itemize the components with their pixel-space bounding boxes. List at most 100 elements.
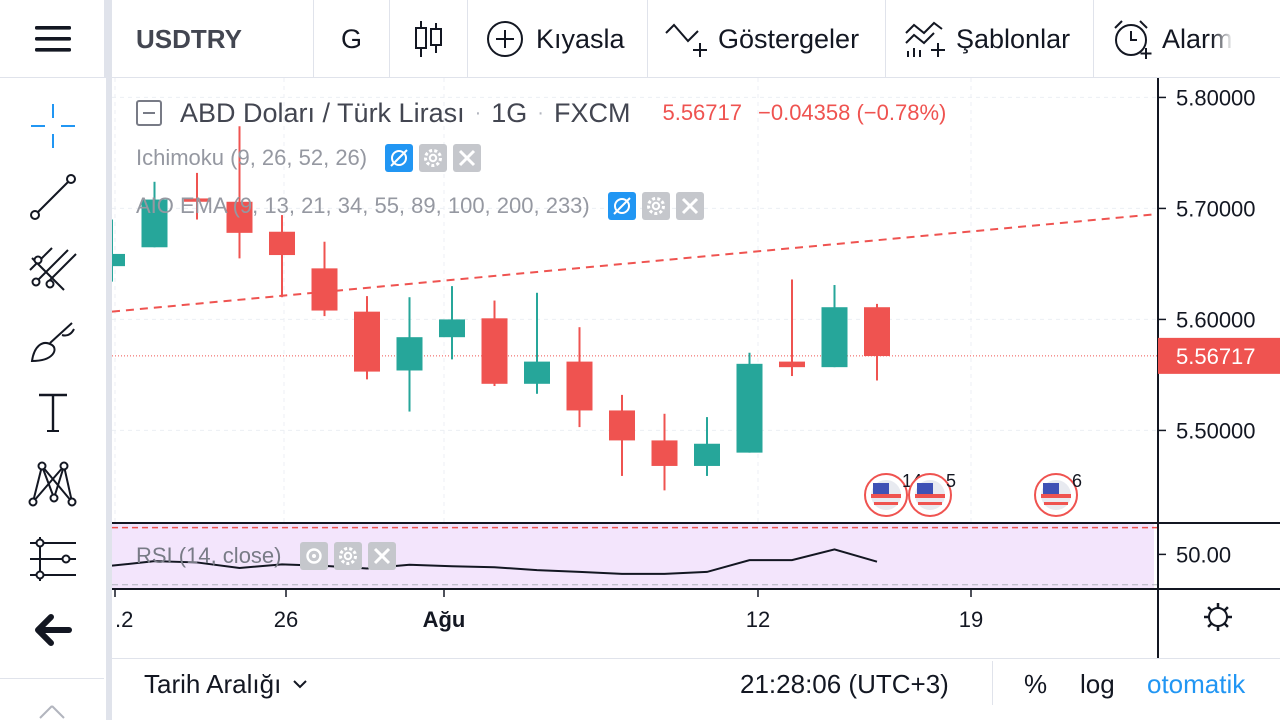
top-toolbar: USDTRY G Kıyasla Göstergeler xyxy=(0,0,1280,78)
candle-body xyxy=(396,337,423,371)
gear-ring xyxy=(1208,607,1228,627)
measure-tool[interactable] xyxy=(22,530,84,586)
log-scale-toggle[interactable]: log xyxy=(1080,659,1115,709)
alarm-clock-icon xyxy=(1114,20,1152,59)
chart-settings-icon[interactable] xyxy=(1204,603,1232,631)
rsi-remove-button[interactable] xyxy=(367,542,396,570)
clock-label: 21:28:06 (UTC+3) xyxy=(740,668,949,699)
gear-icon xyxy=(424,149,443,167)
legend-change: −0.04358 (−0.78%) xyxy=(758,100,947,125)
event-count: 5 xyxy=(946,471,956,491)
ichimoku-visibility-button[interactable] xyxy=(385,144,414,172)
clock-timezone[interactable]: 21:28:06 (UTC+3) xyxy=(740,659,949,709)
chart-type-button[interactable] xyxy=(390,0,468,78)
gear-tooth xyxy=(1207,606,1213,612)
rsi-legend: RSI (14, close) xyxy=(136,540,396,572)
aio-ema-remove-button[interactable] xyxy=(675,192,704,220)
text-tool[interactable] xyxy=(22,384,84,440)
indicators-icon xyxy=(665,23,707,57)
rsi-band xyxy=(112,524,1154,588)
ichimoku-settings-button[interactable] xyxy=(419,144,448,172)
candle-body xyxy=(736,363,763,453)
legend-symbol-title: ABD Doları / Türk Lirası xyxy=(180,97,465,128)
legend-exchange: FXCM xyxy=(553,97,631,128)
symbol-label: USDTRY xyxy=(136,23,242,54)
price-tick-label: 5.70000 xyxy=(1176,196,1256,221)
back-button[interactable] xyxy=(22,602,84,658)
alarm-button[interactable]: Alarm xyxy=(1094,0,1280,78)
flag-stripe xyxy=(871,494,901,498)
flag-stripe xyxy=(1041,494,1071,498)
trend-line-tool[interactable] xyxy=(22,169,84,225)
legend-interval: 1G xyxy=(491,97,528,128)
candle-body xyxy=(112,253,125,267)
candle-body xyxy=(481,318,508,384)
interval-label: G xyxy=(340,23,362,54)
rsi-line xyxy=(112,548,878,575)
ichimoku-label: Ichimoku (9, 26, 52, 26) xyxy=(136,145,368,170)
candle-body xyxy=(269,231,295,256)
eye-off-icon xyxy=(613,197,631,215)
candlestick-icon xyxy=(414,21,442,57)
indicators-label: Göstergeler xyxy=(718,23,860,54)
gear-tooth xyxy=(1223,622,1229,628)
last-price-badge xyxy=(1158,337,1280,374)
candle-body xyxy=(864,307,890,357)
legend-price: 5.56717 xyxy=(662,100,742,125)
brush-tool[interactable] xyxy=(22,314,84,370)
trend-line xyxy=(112,212,1159,313)
date-range-button[interactable]: Tarih Aralığı xyxy=(144,659,309,709)
trend-line-icon xyxy=(30,174,76,220)
candle-body xyxy=(226,201,253,233)
chevron-down-icon xyxy=(293,680,308,689)
toolbar-expand[interactable] xyxy=(0,678,104,720)
drawing-toolbar xyxy=(0,78,106,720)
close-icon xyxy=(373,547,390,565)
pattern-tool[interactable] xyxy=(22,455,84,511)
pitchfork-tool[interactable] xyxy=(22,241,84,297)
templates-icon xyxy=(905,21,945,57)
templates-button[interactable]: Şablonlar xyxy=(886,0,1094,78)
ichimoku-legend: Ichimoku (9, 26, 52, 26) xyxy=(136,142,482,174)
menu-button[interactable] xyxy=(0,0,106,78)
compare-button[interactable]: Kıyasla xyxy=(468,0,648,78)
eye-icon xyxy=(305,548,322,564)
flag-canton xyxy=(1043,483,1059,494)
rsi-settings-button[interactable] xyxy=(333,542,362,570)
auto-scale-toggle[interactable]: otomatik xyxy=(1147,659,1245,709)
aio-ema-settings-button[interactable] xyxy=(641,192,670,220)
indicators-button[interactable]: Göstergeler xyxy=(648,0,886,78)
time-tick-label: Ağu xyxy=(423,607,466,632)
ichimoku-remove-button[interactable] xyxy=(453,144,482,172)
aio-ema-legend: AIO EMA (9, 13, 21, 34, 55, 89, 100, 200… xyxy=(136,190,704,222)
candle-body xyxy=(141,199,168,248)
pattern-icon xyxy=(28,461,77,507)
time-tick-label: 19 xyxy=(959,607,983,632)
plus-circle-icon xyxy=(487,21,523,57)
rsi-visibility-button[interactable] xyxy=(299,542,328,570)
candle-body xyxy=(439,319,465,338)
auto-label: otomatik xyxy=(1147,668,1246,699)
collapse-legend-button[interactable] xyxy=(136,100,162,126)
event-badge xyxy=(864,473,908,517)
chart-canvas[interactable]: 14 5 65.800005.700005.600005.500005.567175… xyxy=(112,78,1280,658)
candle-body xyxy=(609,410,635,441)
close-icon xyxy=(681,197,698,215)
pitchfork-icon xyxy=(29,247,77,291)
event-badge xyxy=(908,473,952,517)
time-tick-label: 26 xyxy=(274,607,298,632)
symbol-selector[interactable]: USDTRY xyxy=(112,0,314,78)
interval-selector[interactable]: G xyxy=(314,0,390,78)
price-tick-label: 5.60000 xyxy=(1176,307,1256,332)
chart-area[interactable]: 14 5 6 5.80000 5.70000 5.60000 5.50000 5.56717 5… xyxy=(112,78,1280,658)
measure-icon xyxy=(30,537,76,581)
brush-icon xyxy=(30,322,75,363)
gear-icon xyxy=(646,197,665,215)
compare-label: Kıyasla xyxy=(536,23,625,54)
alarm-label: Alarm xyxy=(1162,23,1233,54)
last-price-label: 5.56717 xyxy=(1176,344,1256,369)
percent-scale-toggle[interactable]: % xyxy=(1024,659,1047,709)
candle-body xyxy=(566,361,593,411)
crosshair-tool[interactable] xyxy=(22,98,84,154)
aio-ema-visibility-button[interactable] xyxy=(607,192,636,220)
